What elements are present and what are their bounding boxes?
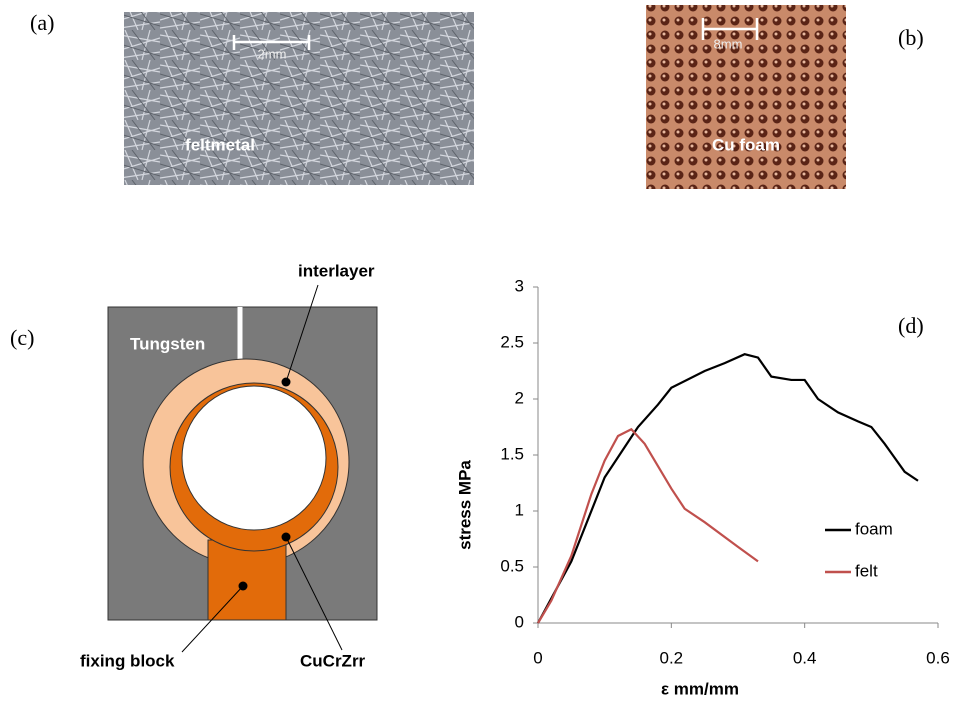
photo-caption: feltmetal [185, 135, 255, 154]
scale-label: 2mm [258, 46, 287, 61]
diagram-label: fixing block [80, 651, 175, 670]
line-series [538, 354, 918, 623]
diagram-label: CuCrZrr [300, 651, 366, 670]
y-tick-label: 0.5 [500, 556, 524, 575]
photo-caption: Cu foam [712, 135, 780, 154]
x-tick-label: 0.4 [793, 648, 817, 667]
chart: 0 0.5 1 1.5 2 2.5 3 0 0.2 0.4 0.6 foam felt [500, 276, 949, 667]
line-series [538, 429, 758, 623]
figure: (a) 2mm feltmetal 8mm Cu foam (b) (c) Tu… [0, 0, 957, 702]
panel-label: (b) [898, 25, 924, 50]
x-tick-label: 0.6 [926, 648, 950, 667]
x-tick-label: 0 [533, 648, 542, 667]
scale-label: 8mm [714, 36, 743, 51]
legend-label: foam [855, 519, 893, 538]
foam-photo [646, 5, 846, 189]
y-tick-label: 0 [515, 612, 524, 631]
fixing-block [208, 540, 286, 620]
bore [182, 386, 326, 530]
panel-label: (a) [30, 10, 54, 35]
y-tick-label: 1.5 [500, 444, 524, 463]
panel-label: (d) [898, 313, 924, 338]
feltmetal-photo [124, 12, 474, 185]
y-tick-label: 1 [515, 500, 524, 519]
y-axis-title: stress MPa [455, 460, 474, 550]
y-tick-label: 2 [515, 388, 524, 407]
y-tick-label: 3 [515, 276, 524, 295]
legend-label: felt [855, 561, 878, 580]
x-tick-label: 0.2 [660, 648, 684, 667]
y-tick-label: 2.5 [500, 332, 524, 351]
diagram-label: Tungsten [130, 334, 205, 353]
x-axis-title: ε mm/mm [661, 679, 739, 698]
panel-label: (c) [10, 325, 34, 350]
diagram-label: interlayer [298, 261, 375, 280]
